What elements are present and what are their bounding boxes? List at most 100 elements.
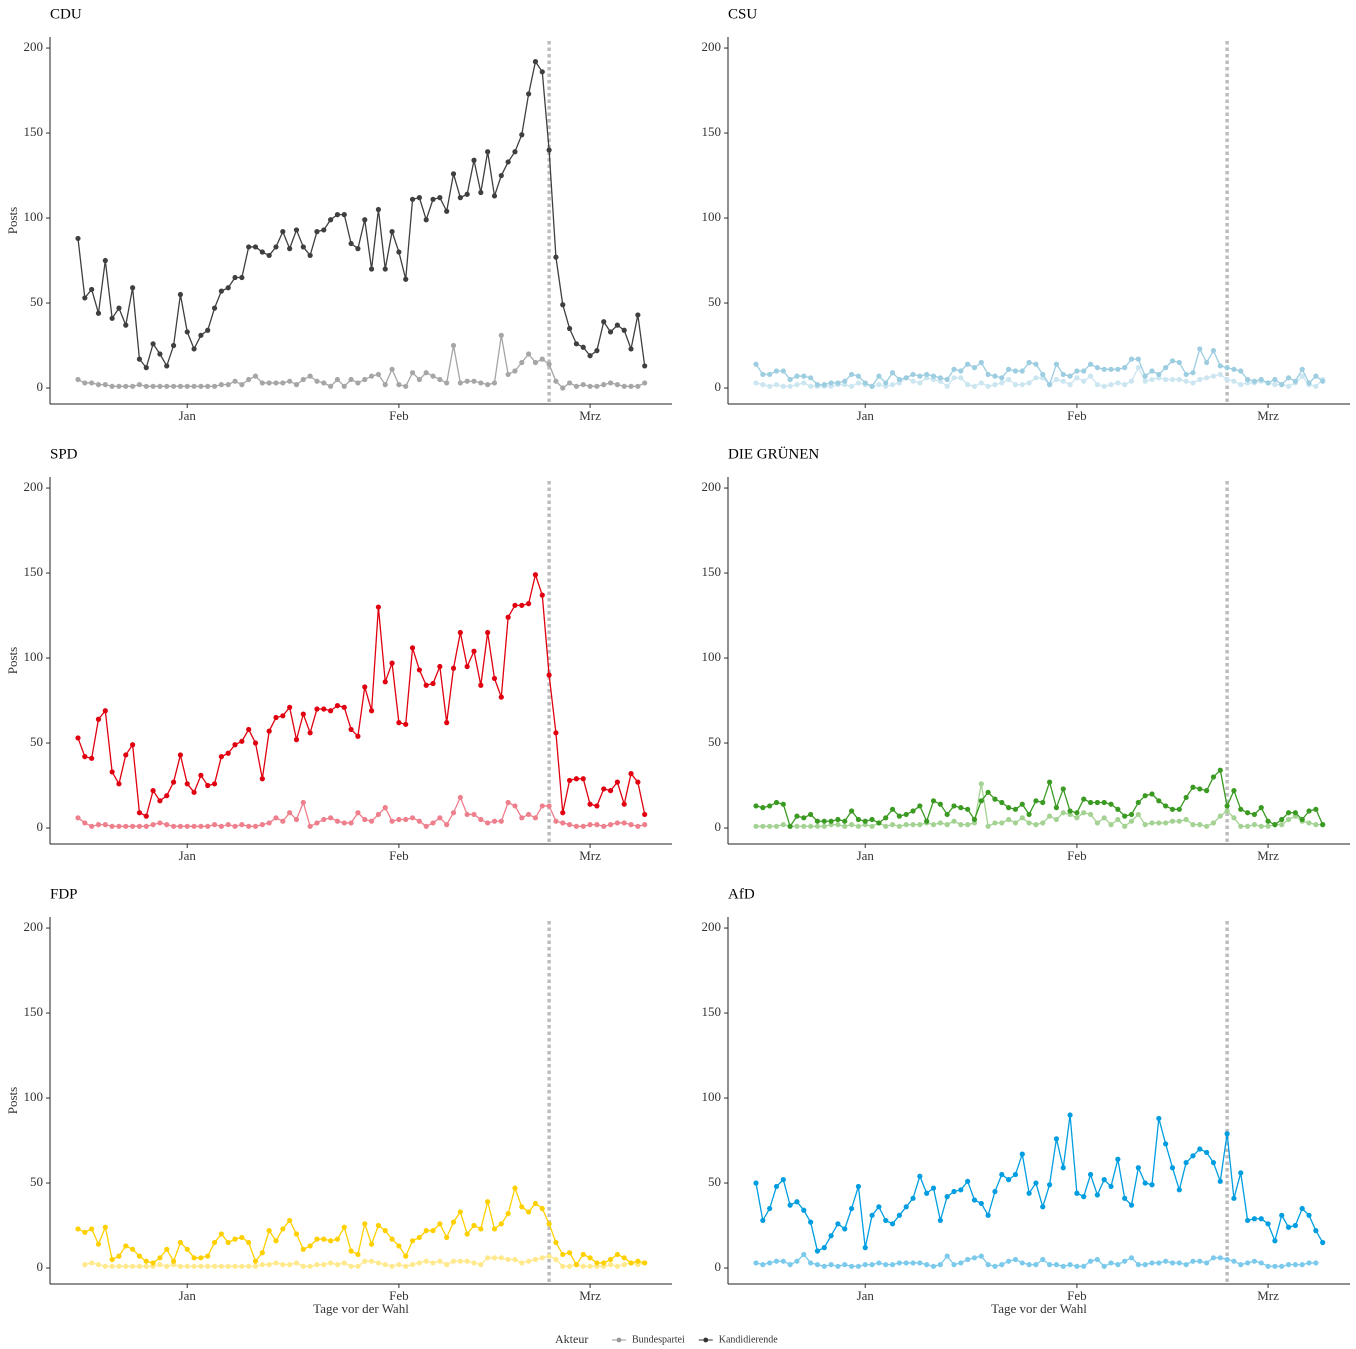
data-point xyxy=(1046,813,1053,819)
x-tick-label: Jan xyxy=(179,1288,197,1303)
data-point xyxy=(992,382,998,388)
data-point xyxy=(211,1263,218,1269)
data-point xyxy=(246,1263,252,1269)
data-point xyxy=(760,382,766,388)
data-point xyxy=(614,1263,620,1269)
data-point xyxy=(389,818,395,824)
data-point xyxy=(293,1260,300,1266)
data-point xyxy=(1046,382,1053,388)
data-point xyxy=(753,803,759,809)
data-point xyxy=(1169,1165,1176,1171)
data-point xyxy=(266,728,272,734)
data-point xyxy=(109,769,115,775)
data-point xyxy=(403,383,409,389)
data-point xyxy=(621,820,627,826)
data-point xyxy=(1224,1256,1230,1263)
data-point xyxy=(1217,767,1223,773)
data-point xyxy=(368,708,375,714)
data-point xyxy=(1204,359,1210,366)
data-point xyxy=(1313,383,1319,389)
data-point xyxy=(808,811,814,818)
data-point xyxy=(218,1263,224,1269)
data-point xyxy=(1060,1263,1066,1269)
data-point xyxy=(828,1262,834,1268)
data-point xyxy=(1306,1212,1312,1218)
data-point xyxy=(862,818,868,824)
data-point xyxy=(607,1256,614,1263)
data-point xyxy=(519,1204,525,1210)
data-point xyxy=(1204,1260,1210,1266)
data-point xyxy=(293,227,300,233)
data-point xyxy=(334,1262,341,1268)
series-line xyxy=(755,1114,1324,1252)
data-point xyxy=(1320,378,1326,384)
data-point xyxy=(75,735,81,741)
data-point xyxy=(444,1262,450,1268)
data-point xyxy=(1265,1263,1271,1269)
data-point xyxy=(246,1239,252,1246)
data-point xyxy=(883,1262,889,1268)
data-point xyxy=(642,822,648,828)
data-point xyxy=(485,149,491,155)
data-point xyxy=(416,1260,422,1266)
data-point xyxy=(457,1258,463,1264)
data-point xyxy=(971,1255,978,1261)
data-point xyxy=(471,1260,477,1266)
data-point xyxy=(307,1263,313,1269)
data-point xyxy=(1258,805,1264,811)
data-point xyxy=(211,305,218,311)
data-point xyxy=(1272,376,1278,383)
data-point xyxy=(471,378,477,384)
data-point xyxy=(491,193,498,199)
data-point xyxy=(753,823,759,829)
data-point xyxy=(965,1256,971,1263)
data-point xyxy=(450,171,457,177)
data-point xyxy=(1006,366,1012,372)
data-point xyxy=(150,341,156,347)
data-point xyxy=(1197,376,1203,383)
data-point xyxy=(1320,822,1326,828)
data-point xyxy=(164,822,170,828)
data-point xyxy=(794,1199,800,1205)
data-point xyxy=(539,803,545,809)
data-point xyxy=(1053,816,1060,823)
data-point xyxy=(855,380,862,386)
data-point xyxy=(869,1212,875,1218)
data-point xyxy=(198,823,204,829)
data-point xyxy=(1108,1260,1114,1266)
data-point xyxy=(341,212,347,218)
data-point xyxy=(471,648,477,654)
data-point xyxy=(164,793,170,799)
data-point xyxy=(1156,1260,1162,1266)
data-point xyxy=(198,383,204,389)
data-point xyxy=(300,799,306,806)
data-point xyxy=(1190,380,1196,386)
data-point xyxy=(1210,373,1217,379)
data-point xyxy=(951,818,957,824)
data-point xyxy=(341,820,347,826)
data-point xyxy=(382,1228,388,1234)
data-point xyxy=(348,820,354,826)
data-point xyxy=(1210,348,1217,354)
data-point xyxy=(1292,810,1298,816)
data-point xyxy=(1224,808,1230,814)
data-point xyxy=(423,217,429,223)
data-point xyxy=(587,383,593,389)
data-point xyxy=(601,319,607,325)
data-point xyxy=(767,383,773,389)
data-point xyxy=(266,252,272,259)
data-point xyxy=(368,1241,375,1247)
data-point xyxy=(1087,373,1094,379)
data-point xyxy=(478,682,484,688)
y-tick-label: 150 xyxy=(24,564,44,579)
data-point xyxy=(814,1262,821,1268)
data-point xyxy=(1149,1260,1155,1266)
data-point xyxy=(1128,811,1135,818)
data-point xyxy=(246,726,252,733)
data-point xyxy=(958,1187,964,1193)
data-point xyxy=(1197,346,1203,352)
y-tick-label: 100 xyxy=(24,209,44,224)
data-point xyxy=(116,305,122,311)
data-point xyxy=(999,375,1005,381)
data-point xyxy=(566,1263,573,1269)
